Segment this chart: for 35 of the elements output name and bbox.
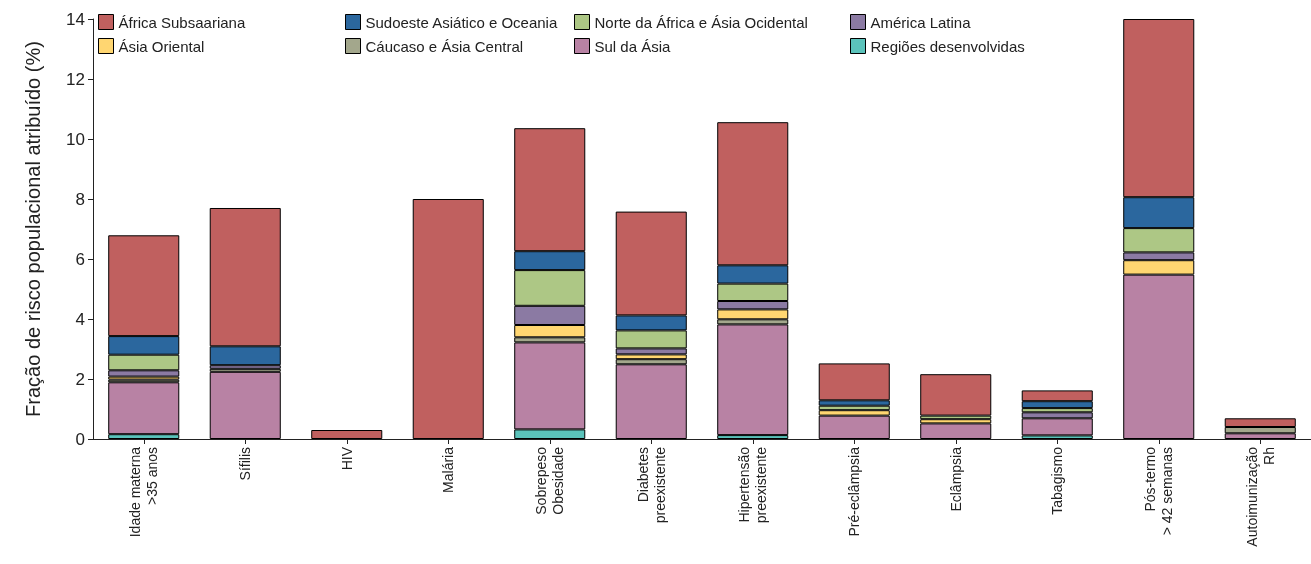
y-tick-label: 10: [66, 129, 85, 149]
x-tick-label: Sífilis: [237, 447, 254, 481]
bar: [920, 374, 992, 416]
x-tick-label: Malária: [440, 446, 457, 493]
legend-label: Cáucaso e Ásia Central: [365, 37, 524, 55]
legend-label: América Latina: [870, 13, 972, 31]
x-tick-label: Diabetes preexistente: [634, 446, 668, 524]
x-tick-label: HIV: [338, 446, 355, 471]
bar: [209, 371, 281, 439]
bar: [920, 423, 992, 439]
legend-label: Regiões desenvolvidas: [870, 37, 1025, 55]
bar: [311, 430, 383, 439]
y-tick-label: 8: [75, 189, 85, 209]
x-tick-label: Eclâmpsia: [947, 446, 964, 512]
legend-label: Norte da África e Ásia Ocidental: [594, 13, 808, 31]
bar: [412, 199, 484, 439]
x-tick-label: Sobrepeso Obesidade: [533, 446, 567, 515]
y-axis-title: Fração de risco populacional atribuído (%): [22, 41, 44, 417]
y-tick-label: 12: [66, 69, 85, 89]
x-tick-label: Hipertensão preexistente: [736, 446, 770, 524]
legend-label: Sudoeste Asiático e Oceania: [365, 13, 558, 31]
x-tick-label: Idade materna >35 anos: [127, 446, 161, 538]
x-tick-label: Autoimunização Rh: [1243, 446, 1277, 547]
x-tick-label: Tabagismo: [1049, 446, 1066, 515]
y-tick-label: 4: [75, 309, 85, 329]
y-tick-label: 0: [75, 429, 85, 449]
bar: [108, 382, 180, 435]
legend-label: Ásia Oriental: [118, 37, 205, 55]
legend-label: África Subsaariana: [118, 13, 246, 31]
legend-label: Sul da Ásia: [594, 37, 672, 55]
x-tick-label: Pré-eclâmpsia: [846, 446, 863, 537]
y-tick-label: 6: [75, 249, 85, 269]
x-tick-label: Pós-termo > 42 semanas: [1142, 446, 1176, 536]
y-tick-label: 14: [66, 9, 85, 29]
y-tick-label: 2: [75, 369, 85, 389]
